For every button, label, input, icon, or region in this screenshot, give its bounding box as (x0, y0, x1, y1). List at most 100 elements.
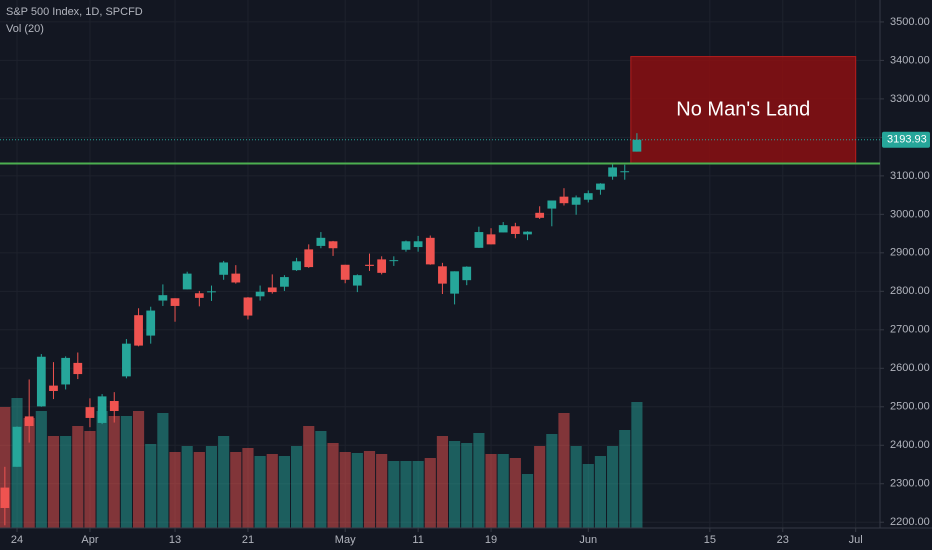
volume-bar (96, 411, 108, 528)
volume-bar (485, 454, 497, 528)
volume-bar (181, 446, 193, 528)
volume-bar (157, 413, 169, 528)
candle-body (608, 167, 617, 177)
candle-body (292, 261, 301, 271)
volume-bar (449, 441, 461, 528)
candle-body (134, 315, 143, 346)
volume-bar (400, 461, 412, 528)
volume-bar (509, 458, 521, 528)
volume-bar (169, 452, 181, 528)
volume-bar (363, 451, 376, 528)
zone-layer: No Man's Land (630, 56, 857, 165)
y-tick-label: 2400.00 (890, 439, 930, 451)
volume-bar (145, 444, 157, 528)
volume-bar (303, 426, 315, 528)
candle-body (24, 416, 34, 427)
x-tick-label: 19 (485, 534, 497, 546)
candle-body (219, 262, 229, 275)
candle-body (328, 241, 338, 249)
volume-bar (546, 434, 558, 528)
candle-body (498, 225, 508, 233)
volume-bar (120, 416, 132, 528)
volume-bar (193, 452, 205, 528)
candle-body (413, 241, 423, 248)
y-tick-label: 2900.00 (890, 247, 930, 259)
volume-bar (461, 443, 473, 528)
volume-bar (570, 446, 582, 528)
volume-bar (47, 436, 60, 528)
candle-body (462, 266, 472, 281)
volume-bar (607, 446, 619, 528)
x-tick-label: May (335, 534, 356, 546)
candle-body (49, 385, 58, 391)
candle-body (571, 197, 581, 205)
candle-body (0, 487, 10, 508)
candle-body (231, 273, 241, 283)
volume-bar (594, 456, 607, 528)
candle-body (170, 298, 180, 306)
last-price-label: 3193.93 (887, 134, 927, 146)
candle-body (547, 200, 557, 209)
chart-title: S&P 500 Index, 1D, SPCFD (6, 6, 143, 18)
candles (0, 133, 642, 526)
volume-bar (473, 433, 485, 528)
candle-body (438, 266, 447, 284)
volume-bar (376, 454, 388, 528)
zone-box (630, 56, 857, 165)
candle-body (304, 249, 314, 268)
volume-bar (254, 456, 266, 528)
x-tick-label: 23 (777, 534, 789, 546)
volume-bar (266, 454, 278, 528)
y-tick-label: 2200.00 (890, 516, 930, 528)
candle-body (194, 293, 204, 298)
candle-body (474, 232, 484, 248)
volume-bar (534, 446, 546, 528)
candle-body (486, 234, 496, 245)
volume-bar (72, 426, 84, 528)
volume-bar (290, 446, 303, 528)
y-tick-label: 3400.00 (890, 54, 930, 66)
y-tick-label: 2600.00 (890, 362, 930, 374)
candle-body (267, 287, 277, 293)
y-tick-label: 3300.00 (890, 93, 930, 105)
volume-bar (108, 416, 120, 528)
y-tick-label: 2700.00 (890, 324, 930, 336)
volume-bar (558, 413, 570, 528)
candle-body (401, 241, 411, 250)
candle-body (146, 310, 156, 336)
candle-body (632, 139, 642, 152)
volume-bar (619, 430, 631, 528)
volume-bar (23, 418, 35, 528)
candle-body (583, 193, 593, 200)
volume-bar (242, 448, 254, 528)
volume-bar (60, 436, 72, 528)
volume-bar (84, 431, 96, 528)
volume-bar (230, 452, 242, 528)
volume-bar (424, 458, 436, 528)
candle-body (596, 183, 605, 190)
volume-bar (351, 453, 363, 528)
volume-bar (205, 446, 218, 528)
volume-bar (412, 461, 424, 528)
y-tick-label: 3000.00 (890, 208, 930, 220)
candle-body (182, 273, 192, 290)
volume-label: Vol (20) (6, 23, 44, 35)
volume-bar (521, 474, 534, 528)
volume-bar (315, 431, 327, 528)
candle-body (316, 237, 326, 246)
x-tick-label: 13 (169, 534, 181, 546)
y-tick-label: 2800.00 (890, 285, 930, 297)
x-tick-label: 21 (242, 534, 254, 546)
candle-body (340, 264, 350, 280)
x-tick-label: Apr (81, 534, 98, 546)
candle-body (450, 271, 459, 294)
candle-body (85, 407, 95, 418)
last-price-box (882, 131, 930, 148)
candle-body (61, 357, 71, 385)
candle-body (158, 295, 168, 301)
candle-body (12, 426, 22, 467)
y-tick-label: 2500.00 (890, 401, 930, 413)
candle-body (280, 277, 289, 287)
